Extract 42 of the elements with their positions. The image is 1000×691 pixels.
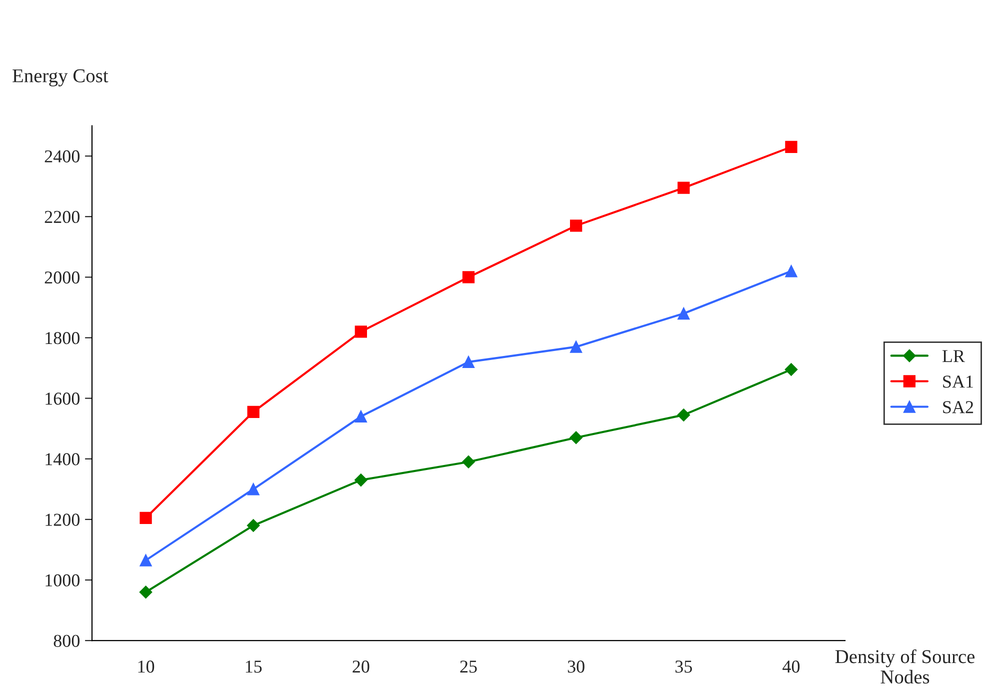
point [785, 265, 798, 278]
point [139, 586, 152, 599]
point [570, 340, 582, 353]
point [462, 455, 475, 468]
y-tick-label: 1600 [46, 392, 80, 405]
x-tick-label: 25 [460, 660, 477, 673]
x-tick-label: 35 [675, 660, 692, 673]
point [354, 474, 368, 486]
legend-label: LR [942, 350, 965, 362]
point [570, 431, 582, 444]
y-tick-label: 1000 [46, 574, 80, 586]
y-tick-label: 2200 [44, 210, 80, 224]
y-axis-title: Energy Cost [12, 69, 108, 86]
y-tick-label: 2000 [44, 271, 80, 284]
point [678, 182, 690, 194]
point [246, 519, 260, 532]
point [354, 326, 368, 338]
point [247, 483, 260, 496]
x-axis-title: Density of Source Nodes [835, 649, 975, 684]
x-tick-label: 15 [246, 660, 262, 673]
legend-label: SA2 [943, 401, 974, 414]
x-tick-label: 10 [138, 660, 154, 673]
y-tick-label: 1400 [46, 453, 80, 466]
point [247, 406, 260, 418]
point [784, 363, 798, 376]
point [570, 220, 582, 232]
y-tick-label: 1200 [46, 514, 80, 526]
point [462, 356, 475, 368]
point [785, 140, 798, 154]
point [678, 307, 690, 320]
x-tick-label: 20 [352, 660, 370, 673]
y-tick-label: 2400 [44, 150, 80, 162]
point [140, 554, 152, 566]
point [140, 512, 152, 524]
point [354, 410, 368, 423]
point [462, 271, 475, 284]
point [677, 408, 690, 422]
legend-label: SA1 [943, 376, 973, 388]
y-tick-label: 1800 [46, 332, 80, 344]
x-tick-label: 30 [568, 660, 584, 673]
x-tick-label: 40 [782, 660, 800, 673]
y-tick-label: 800 [54, 634, 80, 647]
